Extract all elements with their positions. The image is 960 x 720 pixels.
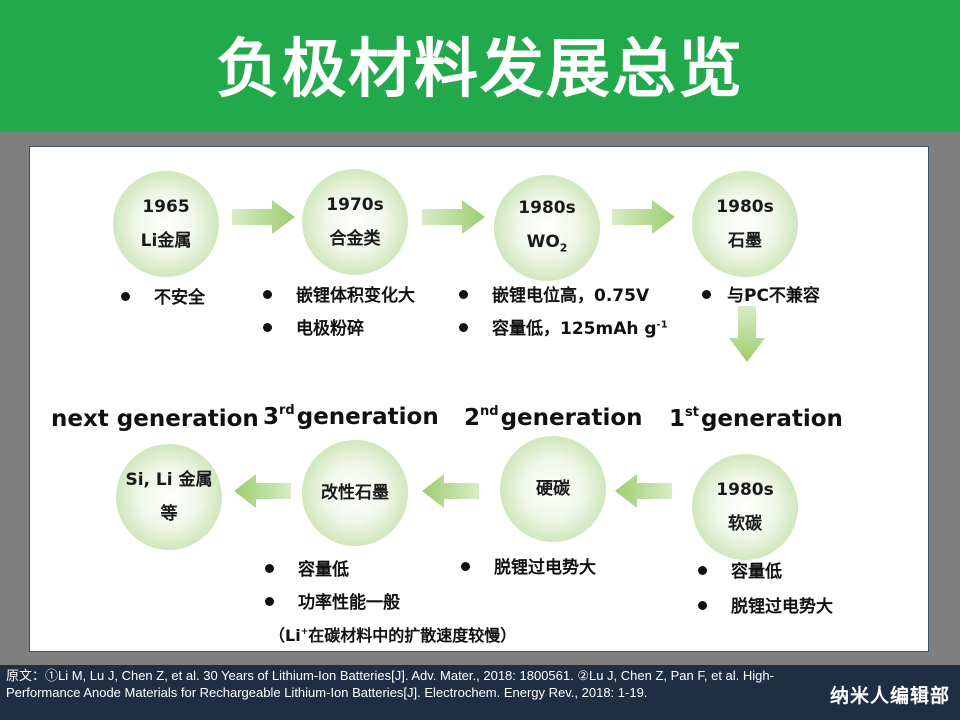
bullet-item: 容量低，125mAh g-1 — [459, 314, 668, 339]
bullet-item: 容量低 — [698, 557, 782, 582]
right-arrow-icon — [422, 200, 485, 234]
footer-bar: 原文：①Li M, Lu J, Chen Z, et al. 30 Years … — [0, 665, 960, 720]
bullet-item: 不安全 — [121, 283, 205, 308]
page-title: 负极材料发展总览 — [216, 33, 744, 107]
node-label: WO2 — [526, 231, 568, 255]
left-arrow-icon — [422, 474, 479, 508]
left-arrow-icon — [615, 474, 672, 508]
right-arrow-icon — [612, 200, 675, 234]
first-generation-label: 1stgeneration — [669, 405, 843, 432]
down-arrow-icon — [729, 306, 765, 362]
node-hard-carbon: 硬碳 — [500, 436, 606, 542]
reference-text: 原文：①Li M, Lu J, Chen Z, et al. 30 Years … — [6, 668, 774, 700]
node-alloy: 1970s 合金类 — [302, 169, 408, 275]
bullet-item: 脱锂过电势大 — [698, 592, 833, 617]
bullet-item: 脱锂过电势大 — [461, 553, 596, 578]
bullet-item: 电极粉碎 — [263, 314, 364, 339]
node-si-li: Si, Li 金属 等 — [116, 444, 222, 550]
node-label: 硬碳 — [536, 479, 570, 499]
node-label: 改性石墨 — [321, 483, 389, 503]
node-year: 1965 — [142, 197, 190, 217]
node-label: 软碳 — [728, 514, 762, 534]
bullet-item: 嵌锂体积变化大 — [263, 281, 415, 306]
node-label: 石墨 — [728, 231, 762, 251]
next-generation-label: next generation — [51, 406, 259, 432]
node-year: 1980s — [716, 197, 774, 217]
bullet-item: 嵌锂电位高，0.75V — [459, 281, 649, 306]
node-graphite: 1980s 石墨 — [692, 171, 798, 277]
third-generation-label: 3rdgeneration — [263, 403, 439, 430]
diffusion-note: （Li+在碳材料中的扩散速度较慢） — [269, 626, 517, 645]
left-arrow-icon — [234, 474, 291, 508]
node-label: 等 — [160, 504, 178, 524]
bullet-item: 功率性能一般 — [265, 588, 400, 613]
node-li-metal: 1965 Li金属 — [113, 171, 219, 277]
node-year: 1970s — [326, 195, 384, 215]
node-modified-graphite: 改性石墨 — [302, 440, 408, 546]
second-generation-label: 2ndgeneration — [464, 404, 643, 431]
node-soft-carbon: 1980s 软碳 — [692, 454, 798, 560]
node-year: 1980s — [716, 480, 774, 500]
right-arrow-icon — [232, 200, 295, 234]
node-year: 1980s — [518, 197, 576, 218]
bullet-item: 与PC不兼容 — [702, 281, 820, 306]
node-label: Li金属 — [140, 231, 192, 251]
bullet-item: 容量低 — [265, 555, 349, 580]
node-label: Si, Li 金属 — [125, 470, 213, 490]
node-wo2: 1980s WO2 — [494, 175, 600, 281]
node-label: 合金类 — [329, 229, 381, 249]
brand-logo: 纳米人编辑部 — [829, 685, 950, 707]
header-bar: 负极材料发展总览 — [0, 0, 960, 132]
